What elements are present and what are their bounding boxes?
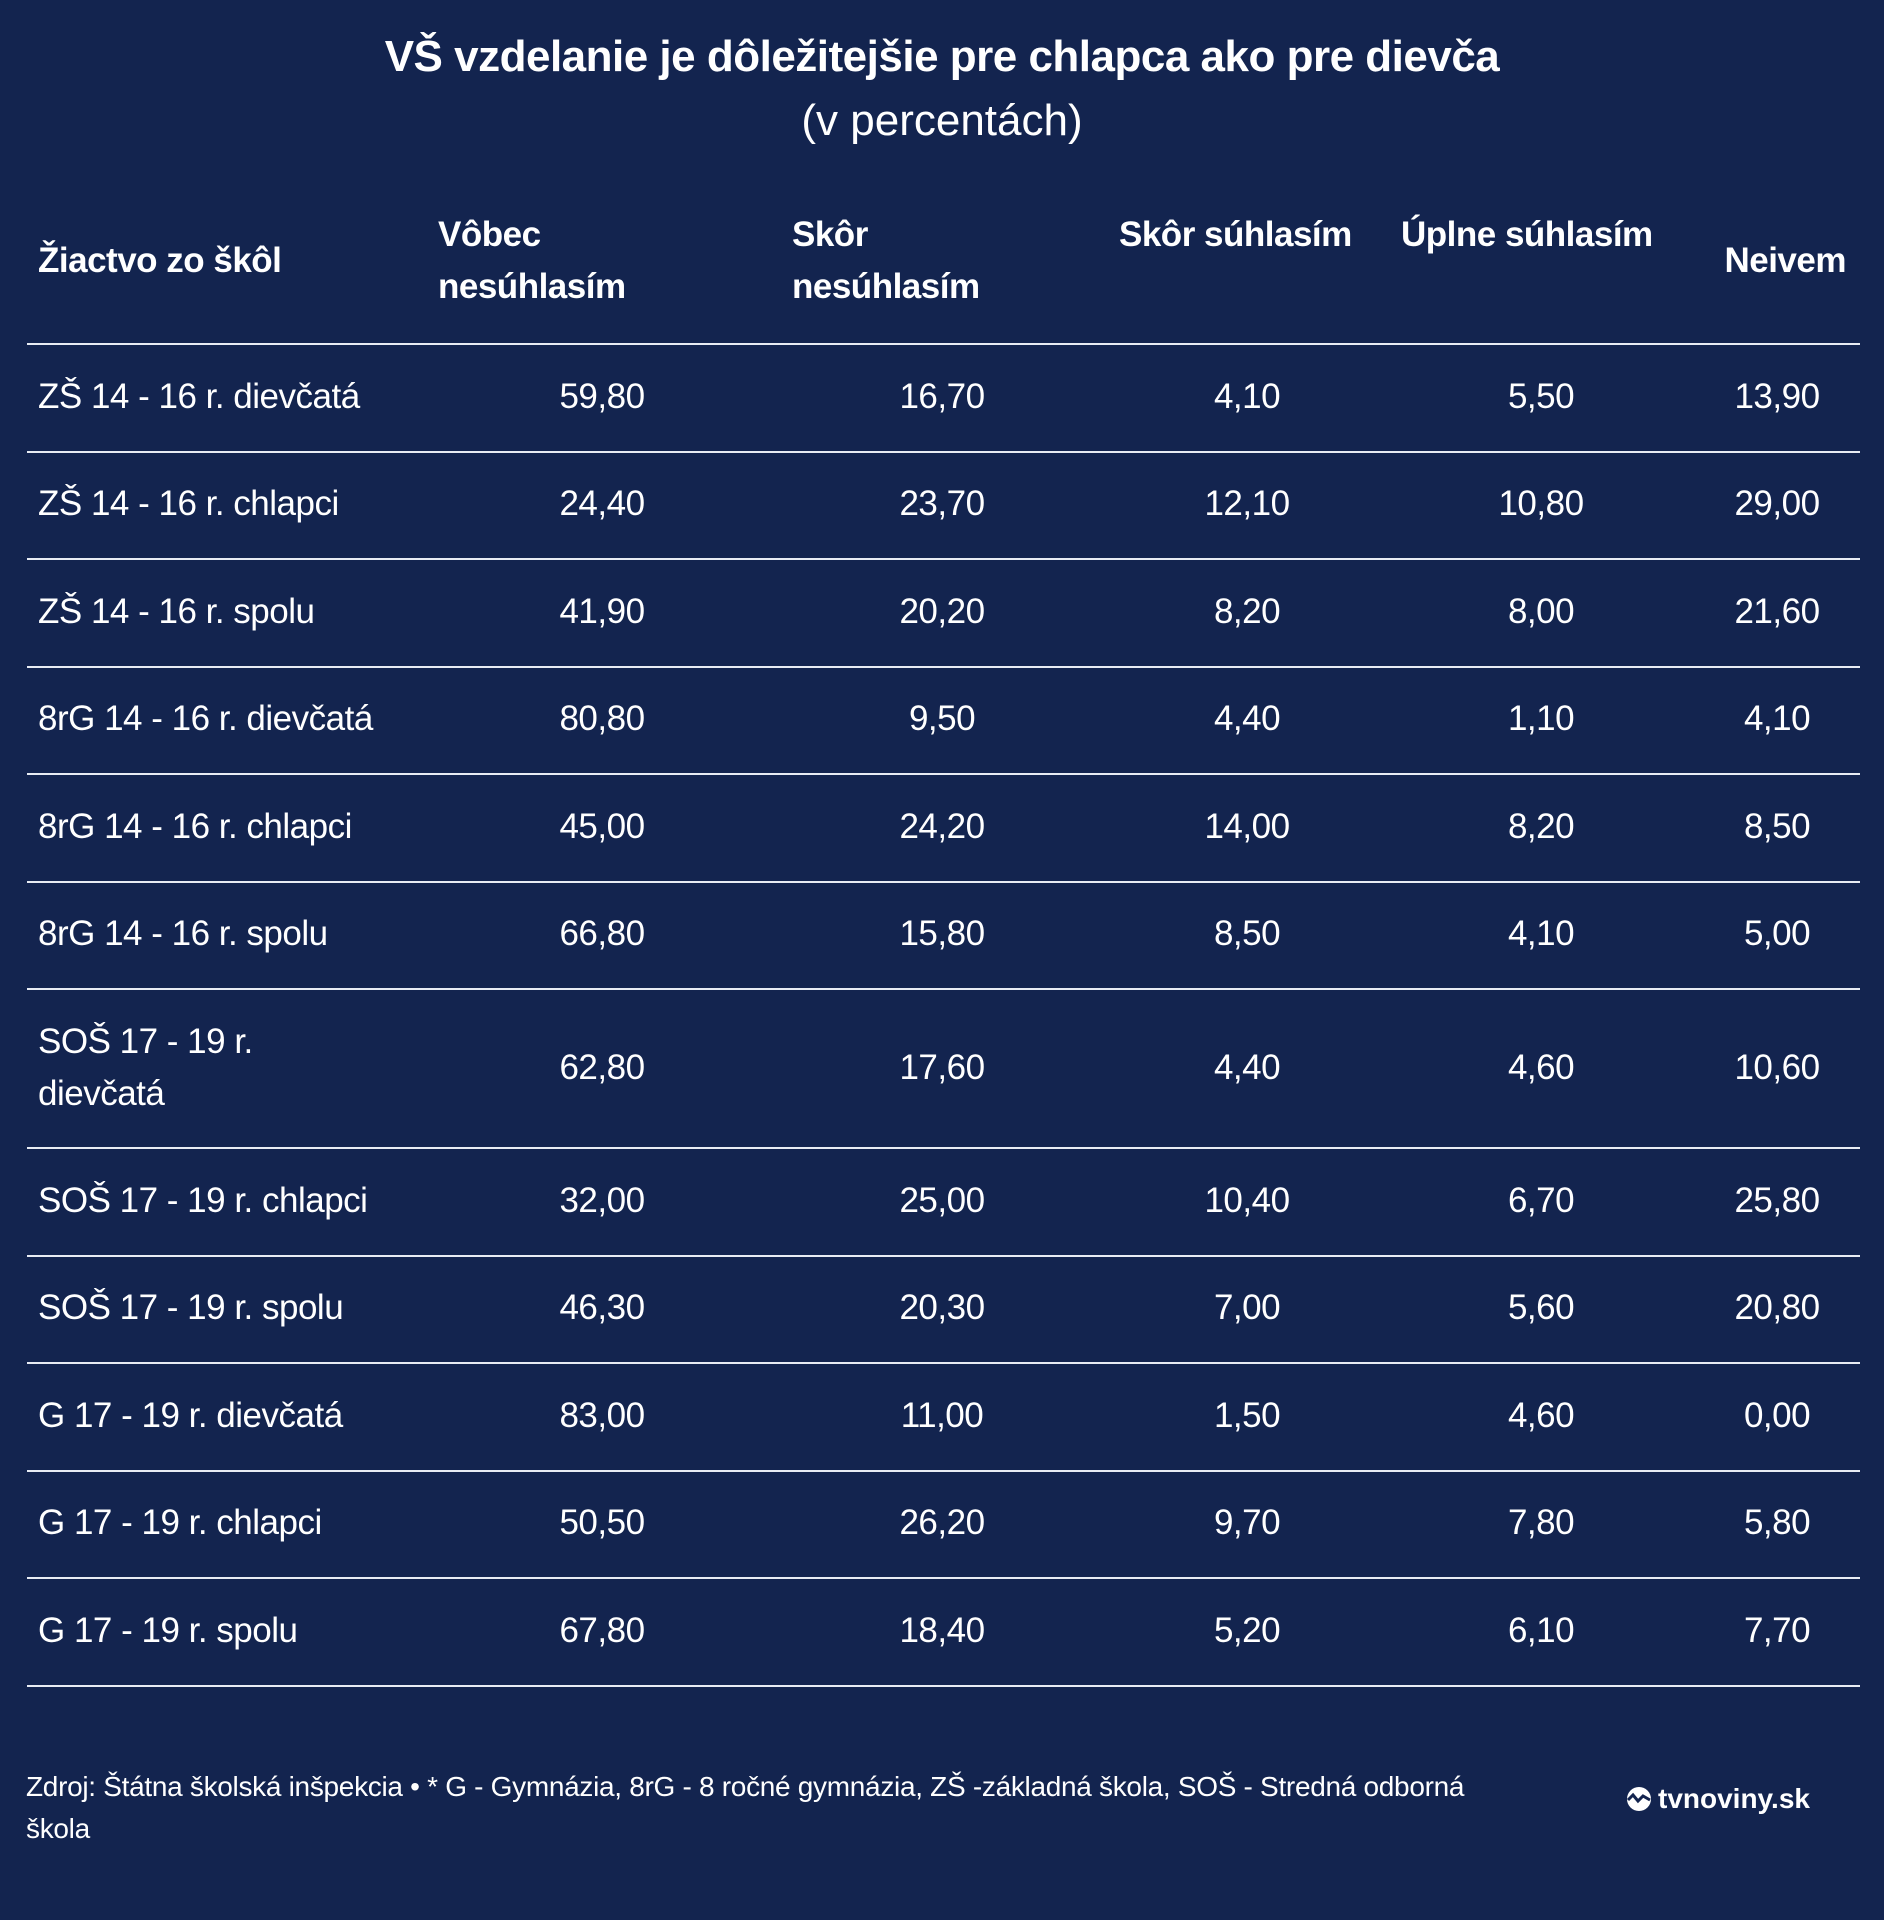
row-divider [27, 451, 1860, 453]
row-divider [27, 666, 1860, 668]
table-cell: 23,70 [899, 484, 985, 524]
table-cell: 24,40 [559, 484, 645, 524]
table-cell: 4,40 [1213, 699, 1281, 739]
table-cell: 20,80 [1734, 1288, 1820, 1328]
row-label: G 17 - 19 r. spolu [38, 1610, 298, 1650]
row-divider [27, 773, 1860, 775]
row-label: 8rG 14 - 16 r. dievčatá [38, 699, 373, 739]
table-cell: 67,80 [559, 1610, 645, 1650]
column-header: Žiactvo zo škôl [38, 241, 282, 280]
row-divider [27, 1147, 1860, 1149]
chart-subtitle: (v percentách) [801, 96, 1083, 145]
table-cell: 80,80 [559, 699, 645, 739]
row-divider [27, 1685, 1860, 1687]
table-cell: 5,60 [1507, 1288, 1575, 1328]
table-cell: 14,00 [1204, 806, 1290, 846]
table-cell: 15,80 [899, 914, 985, 954]
table-cell: 46,30 [559, 1288, 645, 1328]
column-header: Skôr súhlasím [1119, 215, 1352, 254]
table-cell: 5,50 [1507, 376, 1575, 416]
row-divider [27, 1577, 1860, 1579]
row-label: G 17 - 19 r. dievčatá [38, 1395, 343, 1435]
header-rule [27, 343, 1860, 345]
table-cell: 24,20 [899, 806, 985, 846]
row-divider [27, 1362, 1860, 1364]
table-cell: 4,10 [1743, 699, 1811, 739]
row-label: SOŠ 17 - 19 r. chlapci [38, 1180, 368, 1220]
table-cell: 1,50 [1213, 1395, 1281, 1435]
table-cell: 26,20 [899, 1503, 985, 1543]
row-divider [27, 988, 1860, 990]
table-cell: 8,50 [1743, 806, 1811, 846]
row-label: SOŠ 17 - 19 r. spolu [38, 1288, 344, 1328]
table-cell: 12,10 [1204, 484, 1290, 524]
row-label: 8rG 14 - 16 r. spolu [38, 914, 328, 954]
column-header: Neivem [1724, 241, 1846, 280]
table-cell: 45,00 [559, 806, 645, 846]
table-cell: 4,40 [1213, 1047, 1281, 1087]
table-cell: 4,10 [1213, 376, 1281, 416]
table-cell: 59,80 [559, 376, 645, 416]
table-cell: 5,80 [1743, 1503, 1811, 1543]
row-label: SOŠ 17 - 19 r. dievčatá [38, 1021, 253, 1113]
table-cell: 5,20 [1213, 1610, 1281, 1650]
source-note: Zdroj: Štátna školská inšpekcia • * G - … [26, 1771, 1465, 1844]
logo-text: tvnoviny.sk [1658, 1783, 1810, 1814]
tvnoviny-logo-icon [1626, 1787, 1651, 1811]
row-label: G 17 - 19 r. chlapci [38, 1503, 322, 1543]
table-cell: 25,80 [1734, 1180, 1820, 1220]
table-cell: 7,70 [1743, 1610, 1811, 1650]
table-cell: 6,70 [1507, 1180, 1575, 1220]
row-label: ZŠ 14 - 16 r. dievčatá [38, 376, 360, 416]
row-divider [27, 558, 1860, 560]
table-cell: 25,00 [899, 1180, 985, 1220]
table-cell: 4,60 [1507, 1047, 1575, 1087]
column-header: Vôbec nesúhlasím [438, 215, 626, 306]
table-cell: 62,80 [559, 1047, 645, 1087]
column-header: Úplne súhlasím [1401, 215, 1653, 254]
table-cell: 0,00 [1743, 1395, 1811, 1435]
row-divider [27, 881, 1860, 883]
column-header: Skôr nesúhlasím [792, 215, 980, 306]
row-label: ZŠ 14 - 16 r. chlapci [38, 484, 339, 524]
row-label: 8rG 14 - 16 r. chlapci [38, 806, 352, 846]
row-label: ZŠ 14 - 16 r. spolu [38, 591, 315, 631]
brand-logo: tvnoviny.sk [1626, 1783, 1810, 1815]
table-cell: 50,50 [559, 1503, 645, 1543]
row-divider [27, 1470, 1860, 1472]
row-divider [27, 1255, 1860, 1257]
table-cell: 16,70 [899, 376, 985, 416]
table-cell: 20,30 [899, 1288, 985, 1328]
table-cell: 9,50 [908, 699, 976, 739]
table-cell: 21,60 [1734, 591, 1820, 631]
table-cell: 4,10 [1507, 914, 1575, 954]
table-cell: 7,80 [1507, 1503, 1575, 1543]
table-cell: 5,00 [1743, 914, 1811, 954]
table-cell: 4,60 [1507, 1395, 1575, 1435]
table-cell: 6,10 [1507, 1610, 1575, 1650]
table-cell: 8,50 [1213, 914, 1281, 954]
table-cell: 32,00 [559, 1180, 645, 1220]
table-cell: 10,40 [1204, 1180, 1290, 1220]
table-cell: 18,40 [899, 1610, 985, 1650]
table-cell: 8,00 [1507, 591, 1575, 631]
table-cell: 29,00 [1734, 484, 1820, 524]
chart-title: VŠ vzdelanie je dôležitejšie pre chlapca… [384, 32, 1500, 81]
table-cell: 7,00 [1213, 1288, 1281, 1328]
table-cell: 9,70 [1213, 1503, 1281, 1543]
table-cell: 10,60 [1734, 1047, 1820, 1087]
table-cell: 66,80 [559, 914, 645, 954]
table-cell: 41,90 [559, 591, 645, 631]
table-cell: 10,80 [1498, 484, 1584, 524]
table-cell: 8,20 [1213, 591, 1281, 631]
table-cell: 8,20 [1507, 806, 1575, 846]
table-cell: 17,60 [899, 1047, 985, 1087]
table-cell: 1,10 [1507, 699, 1575, 739]
table-cell: 83,00 [559, 1395, 645, 1435]
table-cell: 20,20 [899, 591, 985, 631]
table-cell: 13,90 [1734, 376, 1820, 416]
table-cell: 11,00 [900, 1395, 984, 1435]
